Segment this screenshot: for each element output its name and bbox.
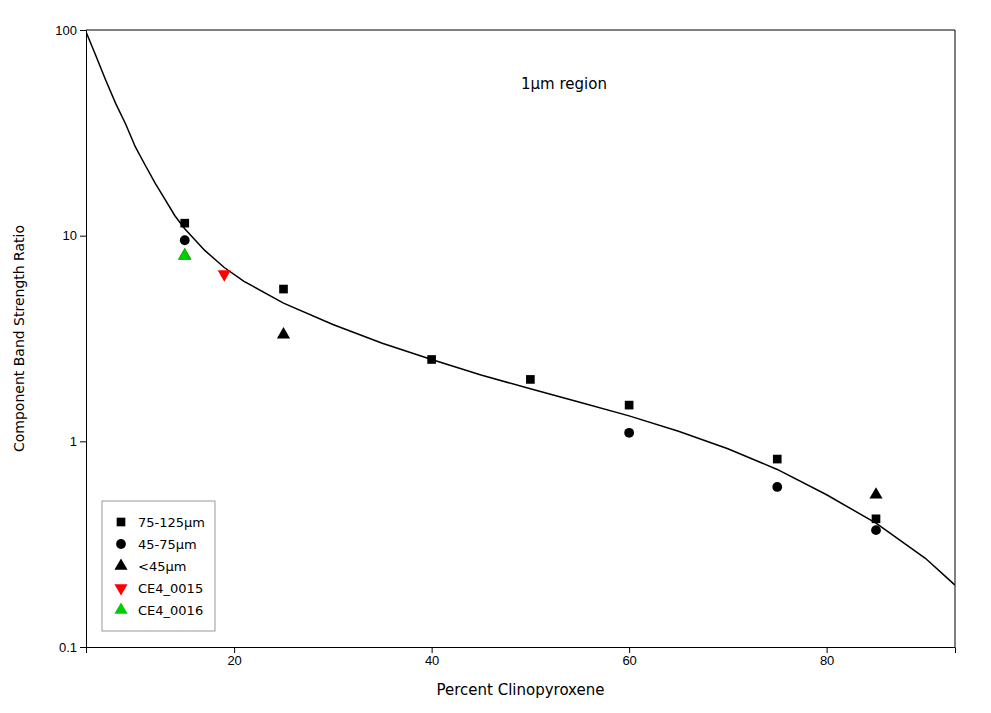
marks xyxy=(86,32,955,585)
y-tick: 0.1 xyxy=(59,640,86,655)
y-tick-mark xyxy=(80,441,86,442)
point xyxy=(180,235,190,245)
x-tick: 40 xyxy=(425,647,439,668)
x-tick-label: 80 xyxy=(820,653,834,668)
legend-swatch xyxy=(117,518,126,527)
point xyxy=(872,514,881,523)
chart: 20 40 60 80 0.1 1 10 100 1μm region 75-125μm 45-75… xyxy=(0,0,991,713)
legend: 75-125μm 45-75μm <45μm CE4_0015 CE4_0016 xyxy=(102,501,215,631)
y-tick-mark xyxy=(80,30,86,31)
point xyxy=(427,355,436,364)
y-tick: 10 xyxy=(63,228,86,243)
y-axis: 0.1 1 10 100 xyxy=(55,23,86,655)
curve xyxy=(86,32,955,585)
y-tick-mark xyxy=(80,647,86,648)
point xyxy=(869,487,882,498)
frame xyxy=(955,30,956,647)
x-tick: 60 xyxy=(622,647,636,668)
frame xyxy=(86,30,955,31)
legend-label: 75-125μm xyxy=(138,515,205,530)
x-tick-mark xyxy=(432,647,433,653)
legend-item: CE4_0016 xyxy=(114,602,203,617)
y-axis-line xyxy=(80,31,87,648)
x-axis-line xyxy=(87,648,956,654)
point xyxy=(772,482,782,492)
y-axis-title: Component Band Strength Ratio xyxy=(11,225,27,452)
x-tick: 80 xyxy=(820,647,834,668)
point xyxy=(178,248,191,259)
annotation: 1μm region xyxy=(521,75,607,93)
legend-item: CE4_0015 xyxy=(114,581,203,596)
x-tick-label: 40 xyxy=(425,653,439,668)
x-axis-title: Percent Clinopyroxene xyxy=(436,681,604,699)
legend-label: CE4_0016 xyxy=(138,603,203,618)
x-tick-mark xyxy=(827,647,828,653)
point xyxy=(624,428,634,438)
point xyxy=(526,375,535,384)
point xyxy=(178,248,191,259)
point xyxy=(180,219,189,228)
point xyxy=(625,401,634,410)
point xyxy=(773,455,782,464)
point xyxy=(871,525,881,535)
legend-swatch xyxy=(116,539,126,549)
x-tick-mark xyxy=(629,647,630,653)
legend-item: <45μm xyxy=(114,558,186,573)
y-tick-label: 1 xyxy=(70,434,77,449)
point xyxy=(279,285,288,294)
y-tick-mark xyxy=(80,236,86,237)
x-tick: 20 xyxy=(227,647,241,668)
legend-label: <45μm xyxy=(138,559,186,574)
legend-item: 75-125μm xyxy=(117,515,205,530)
legend-label: CE4_0015 xyxy=(138,581,203,596)
y-tick-label: 100 xyxy=(55,23,77,38)
x-tick-mark xyxy=(234,647,235,653)
legend-box xyxy=(102,501,215,631)
plot: 20 40 60 80 0.1 1 10 100 1μm region 75-125μm 45-75… xyxy=(55,23,955,669)
y-tick: 1 xyxy=(70,434,86,449)
x-tick-label: 20 xyxy=(227,653,241,668)
point xyxy=(277,327,290,338)
legend-label: 45-75μm xyxy=(138,537,197,552)
legend-item: 45-75μm xyxy=(116,537,197,552)
legend-swatch xyxy=(114,584,127,595)
legend-swatch xyxy=(114,602,127,613)
point xyxy=(218,270,231,281)
x-axis: 20 40 60 80 xyxy=(87,647,956,668)
y-tick: 100 xyxy=(55,23,86,38)
y-tick-label: 0.1 xyxy=(59,640,77,655)
x-tick-label: 60 xyxy=(622,653,636,668)
y-tick-label: 10 xyxy=(63,228,77,243)
legend-swatch xyxy=(114,558,127,569)
